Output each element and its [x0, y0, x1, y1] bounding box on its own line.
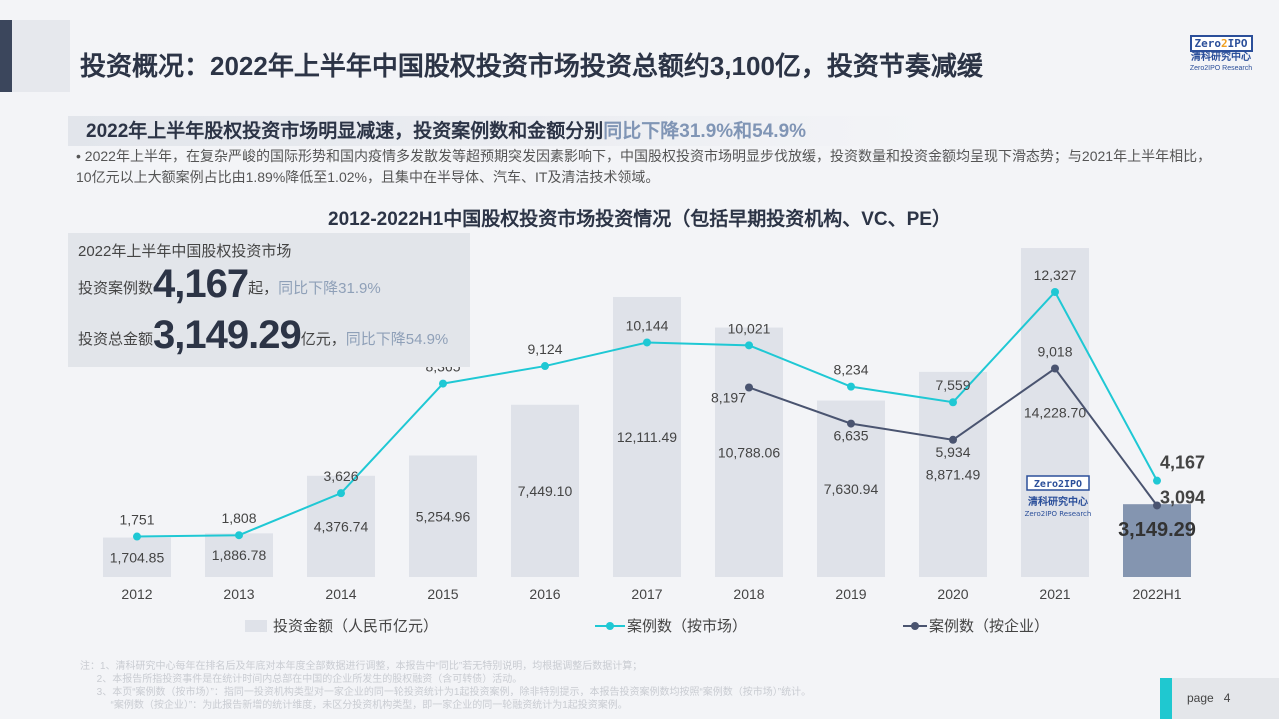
bar [715, 327, 783, 577]
bar-label: 1,704.85 [110, 549, 165, 565]
footnote: 注：1、清科研究中心每年在排名后及年底对本年度全部数据进行调整，本报告中“同比”… [80, 661, 812, 711]
x-tick-label: 2021 [1039, 586, 1070, 602]
data-point [1153, 501, 1161, 510]
bar-label: 14,228.70 [1024, 405, 1086, 421]
page-title: 投资概况：2022年上半年中国股权投资市场投资总额约3,100亿，投资节奏减缓 [80, 51, 983, 81]
bar [1021, 248, 1089, 577]
bar-label: 7,630.94 [824, 481, 879, 497]
x-tick-label: 2020 [937, 586, 968, 602]
bar-label: 8,871.49 [926, 466, 981, 482]
x-tick-label: 2019 [835, 586, 866, 602]
subtitle-strip [68, 116, 928, 146]
point-label: 1,808 [221, 510, 256, 526]
page-number: page 4 [1172, 678, 1279, 719]
point-label: 3,626 [323, 468, 358, 484]
point-label: 10,021 [728, 320, 771, 336]
x-tick-label: 2016 [529, 586, 560, 602]
data-point [1153, 476, 1161, 485]
legend-swatch-market [595, 621, 625, 630]
x-tick-label: 2015 [427, 586, 458, 602]
point-label: 12,327 [1034, 267, 1077, 283]
bar [1123, 504, 1191, 577]
data-point [949, 435, 957, 444]
data-point [847, 382, 855, 391]
subtitle-highlight: 同比下降31.9%和54.9% [603, 121, 807, 142]
point-label: 10,144 [626, 317, 669, 333]
bar-label: 5,254.96 [416, 508, 471, 524]
bullet-text: • 2022年上半年，在复杂严峻的国际形势和国内疫情多发散发等超预期突发因素影响… [76, 148, 1212, 185]
chart-title: 2012-2022H1中国股权投资市场投资情况（包括早期投资机构、VC、PE） [328, 209, 951, 230]
watermark-logo-en: Zero2IPO Research [1025, 510, 1092, 518]
watermark-logo-cn: 清科研究中心 [1028, 495, 1088, 508]
legend-swatch-enterprise [903, 621, 927, 630]
page-accent [1160, 678, 1172, 719]
stats-box [68, 233, 470, 367]
point-label: 6,635 [833, 428, 868, 444]
data-point [847, 419, 855, 428]
x-tick-label: 2017 [631, 586, 662, 602]
bar [409, 455, 477, 577]
legend-enterprise: 案例数（按企业） [903, 615, 1049, 636]
point-label: 4,167 [1160, 453, 1205, 473]
x-tick-label: 2014 [325, 586, 356, 602]
bar-label: 10,788.06 [718, 444, 780, 460]
data-point [1051, 287, 1059, 296]
bar-label: 7,449.10 [518, 483, 573, 499]
bar [205, 533, 273, 577]
bar [511, 404, 579, 577]
bar [817, 400, 885, 577]
point-label: 1,751 [119, 512, 154, 528]
legend-amount: 投资金额（人民币亿元） [245, 615, 438, 636]
legend-market: 案例数（按市场） [595, 615, 747, 636]
point-label: 3,094 [1160, 487, 1205, 507]
x-tick-label: 2022H1 [1132, 586, 1181, 602]
watermark-logo-box [1026, 475, 1090, 491]
data-point [643, 338, 651, 347]
data-point [541, 362, 549, 371]
point-label: 8,197 [711, 389, 746, 405]
bar-label: 3,149.29 [1118, 519, 1196, 541]
x-tick-label: 2018 [733, 586, 764, 602]
bar [103, 537, 171, 577]
data-point [337, 489, 345, 498]
point-label: 5,934 [935, 444, 970, 460]
point-label: 7,559 [935, 377, 970, 393]
data-point [1051, 364, 1059, 373]
data-point [745, 341, 753, 350]
data-point [133, 532, 141, 541]
data-point [949, 398, 957, 407]
data-point [235, 531, 243, 540]
point-label: 9,124 [527, 341, 562, 357]
legend-swatch-bar [245, 619, 267, 632]
x-tick-label: 2012 [121, 586, 152, 602]
stats-amount: 投资总金额3,149.29亿元，同比下降54.9% [78, 313, 449, 357]
x-tick-label: 2013 [223, 586, 254, 602]
watermark-logo-text: Zero2IPO [1034, 479, 1082, 490]
bar-label: 1,886.78 [212, 547, 267, 563]
accent-block [12, 20, 70, 92]
zero2ipo-logo: Zero2IPO 清科研究中心 Zero2IPO Research [1189, 35, 1253, 72]
stats-cases: 投资案例数4,167起，同比下降31.9% [78, 262, 381, 306]
point-label: 9,018 [1037, 344, 1072, 360]
data-point [745, 383, 753, 392]
point-label: 8,234 [833, 362, 868, 378]
bar-label: 4,376.74 [314, 518, 369, 534]
subtitle: 2022年上半年股权投资市场明显减速，投资案例数和金额分别同比下降31.9%和5… [86, 121, 807, 142]
bar-label: 12,111.49 [617, 429, 677, 445]
stats-heading: 2022年上半年中国股权投资市场 [78, 243, 292, 260]
data-point [439, 379, 447, 388]
accent-bar [0, 20, 12, 92]
